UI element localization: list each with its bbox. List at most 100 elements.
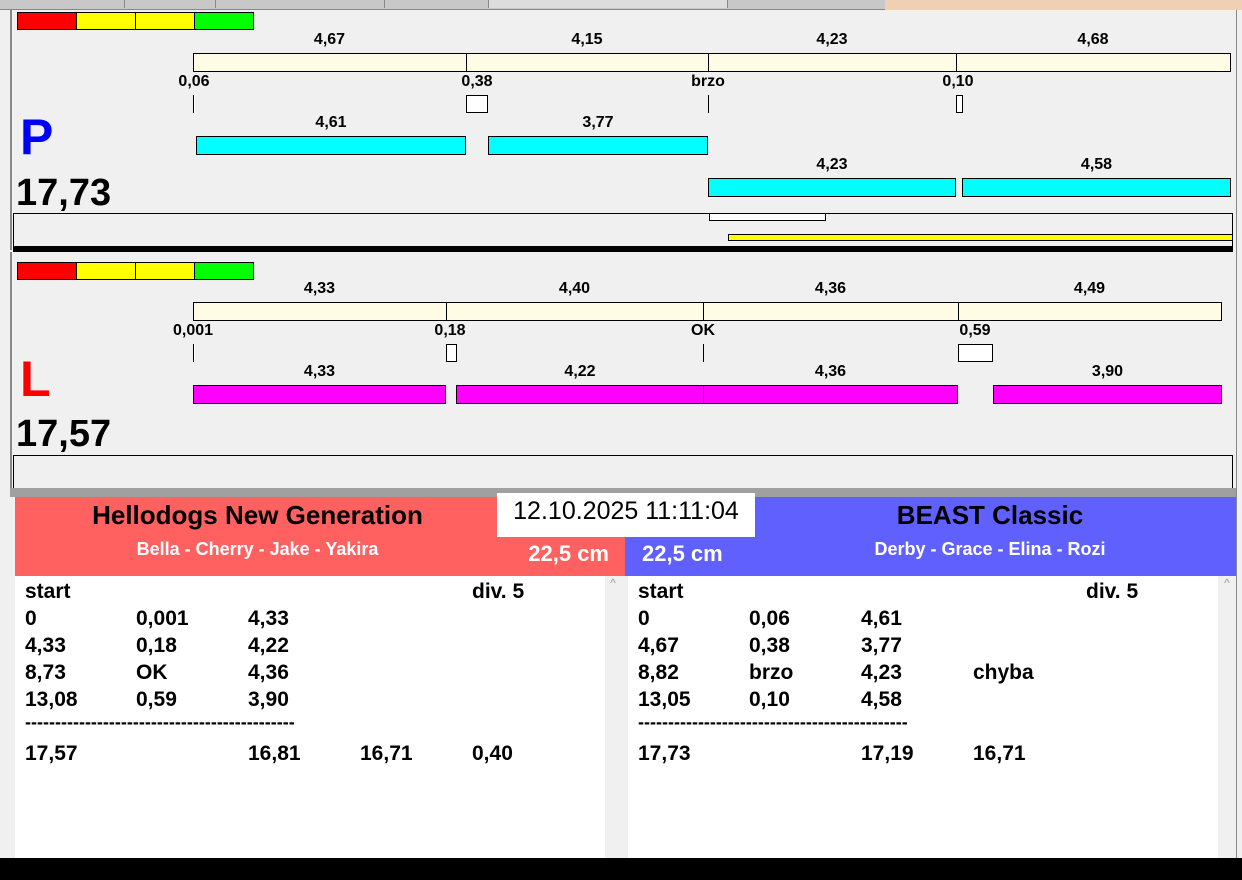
table-total: 16,81 bbox=[248, 742, 301, 765]
table-cell: 13,05 bbox=[638, 688, 691, 711]
right-team-dogs: Derby - Grace - Elina - Rozi bbox=[874, 539, 1106, 559]
table-cell: 4,67 bbox=[638, 634, 679, 657]
lane-separator bbox=[13, 247, 1233, 252]
table-header-start: start bbox=[638, 580, 684, 603]
run-time: 4,61 bbox=[315, 114, 347, 131]
l-status-box bbox=[13, 455, 1233, 489]
right-team-height: 22,5 cm bbox=[642, 541, 723, 566]
segment-time: 4,36 bbox=[814, 280, 847, 297]
split-time: brzo bbox=[691, 73, 725, 90]
split-time: 0,59 bbox=[959, 322, 991, 339]
split-time: 0,10 bbox=[942, 73, 974, 90]
indicator-cell bbox=[194, 12, 254, 30]
split-time: 0,001 bbox=[172, 322, 214, 339]
segment-time: 4,68 bbox=[1077, 31, 1109, 48]
lane-l-panel bbox=[10, 252, 1236, 488]
segment-bar bbox=[193, 302, 447, 321]
table-separator: ----------------------------------------… bbox=[25, 712, 295, 732]
run-bar bbox=[456, 385, 704, 404]
left-team-name: Hellodogs New Generation bbox=[92, 500, 423, 530]
top-peach-panel bbox=[885, 0, 1242, 10]
table-cell: 0,18 bbox=[136, 634, 177, 657]
split-marker bbox=[466, 95, 488, 113]
right-scrollbar[interactable]: ^ bbox=[1218, 576, 1236, 858]
split-marker bbox=[956, 95, 963, 113]
lane-p-panel bbox=[10, 10, 1236, 250]
run-bar bbox=[193, 385, 446, 404]
indicator-cell bbox=[135, 262, 195, 280]
p-lane-letter: P bbox=[20, 109, 54, 165]
run-time: 4,33 bbox=[303, 363, 336, 380]
right-results-list[interactable] bbox=[628, 576, 1236, 858]
table-cell: 4,22 bbox=[248, 634, 289, 657]
table-cell: OK bbox=[136, 661, 168, 684]
table-cell: 0 bbox=[25, 607, 37, 630]
top-tab[interactable] bbox=[488, 0, 728, 8]
top-tab[interactable] bbox=[215, 0, 385, 8]
indicator-cell bbox=[17, 12, 77, 30]
table-cell: brzo bbox=[749, 661, 794, 684]
table-cell: 0,10 bbox=[749, 688, 790, 711]
l-lane-letter: L bbox=[20, 351, 51, 407]
left-team-height: 22,5 cm bbox=[528, 541, 609, 566]
run-time: 4,58 bbox=[1080, 156, 1113, 173]
table-cell: 0,38 bbox=[749, 634, 790, 657]
table-cell: 0,59 bbox=[136, 688, 177, 711]
segment-time: 4,49 bbox=[1073, 280, 1106, 297]
left-results-list[interactable] bbox=[15, 576, 621, 858]
table-header-division: div. 5 bbox=[472, 580, 525, 603]
split-marker bbox=[708, 95, 709, 113]
table-total: 0,40 bbox=[472, 742, 513, 765]
segment-time: 4,67 bbox=[313, 31, 346, 48]
table-total: 17,73 bbox=[638, 742, 691, 765]
segment-bar bbox=[958, 302, 1222, 321]
table-cell: 0 bbox=[638, 607, 650, 630]
split-time: OK bbox=[691, 322, 715, 339]
table-total: 17,19 bbox=[861, 742, 914, 765]
left-scrollbar[interactable]: ^ bbox=[605, 576, 621, 858]
segment-bar bbox=[956, 53, 1231, 72]
table-separator: ----------------------------------------… bbox=[638, 712, 908, 732]
table-cell: 4,61 bbox=[861, 607, 902, 630]
segment-bar bbox=[193, 53, 467, 72]
run-bar bbox=[196, 136, 466, 155]
table-cell: 13,08 bbox=[25, 688, 78, 711]
table-header-division: div. 5 bbox=[1086, 580, 1139, 603]
indicator-cell bbox=[135, 12, 195, 30]
indicator-cell bbox=[76, 262, 136, 280]
table-total: 16,71 bbox=[360, 742, 413, 765]
bottom-divider bbox=[10, 488, 1242, 497]
table-cell: 0,001 bbox=[136, 607, 189, 630]
split-time: 0,06 bbox=[178, 73, 210, 90]
table-header-start: start bbox=[25, 580, 71, 603]
table-cell: 4,23 bbox=[861, 661, 902, 684]
split-marker bbox=[703, 344, 704, 362]
run-time: 3,77 bbox=[582, 114, 614, 131]
table-cell: 4,33 bbox=[25, 634, 66, 657]
right-team-name: BEAST Classic bbox=[896, 500, 1084, 530]
run-time: 4,36 bbox=[814, 363, 847, 380]
run-bar bbox=[708, 178, 956, 197]
segment-bar bbox=[703, 302, 959, 321]
table-total: 17,57 bbox=[25, 742, 78, 765]
split-marker bbox=[958, 344, 993, 362]
split-marker bbox=[193, 95, 195, 113]
run-time: 4,22 bbox=[564, 363, 596, 380]
table-cell: 8,73 bbox=[25, 661, 66, 684]
segment-bar bbox=[708, 53, 957, 72]
table-cell: 4,58 bbox=[861, 688, 902, 711]
right-edge bbox=[1236, 10, 1242, 858]
indicator-cell bbox=[194, 262, 254, 280]
p-progress-bar bbox=[728, 234, 1233, 241]
table-cell: 4,36 bbox=[248, 661, 289, 684]
table-cell: 0,06 bbox=[749, 607, 790, 630]
split-marker bbox=[446, 344, 457, 362]
p-status-marker bbox=[709, 213, 826, 221]
datetime: 12.10.2025 11:11:04 bbox=[497, 493, 755, 537]
run-bar bbox=[962, 178, 1231, 197]
top-tab-strip bbox=[0, 0, 885, 10]
table-cell: 4,33 bbox=[248, 607, 289, 630]
segment-time: 4,15 bbox=[571, 31, 603, 48]
run-bar bbox=[993, 385, 1222, 404]
top-tab[interactable] bbox=[40, 0, 125, 8]
